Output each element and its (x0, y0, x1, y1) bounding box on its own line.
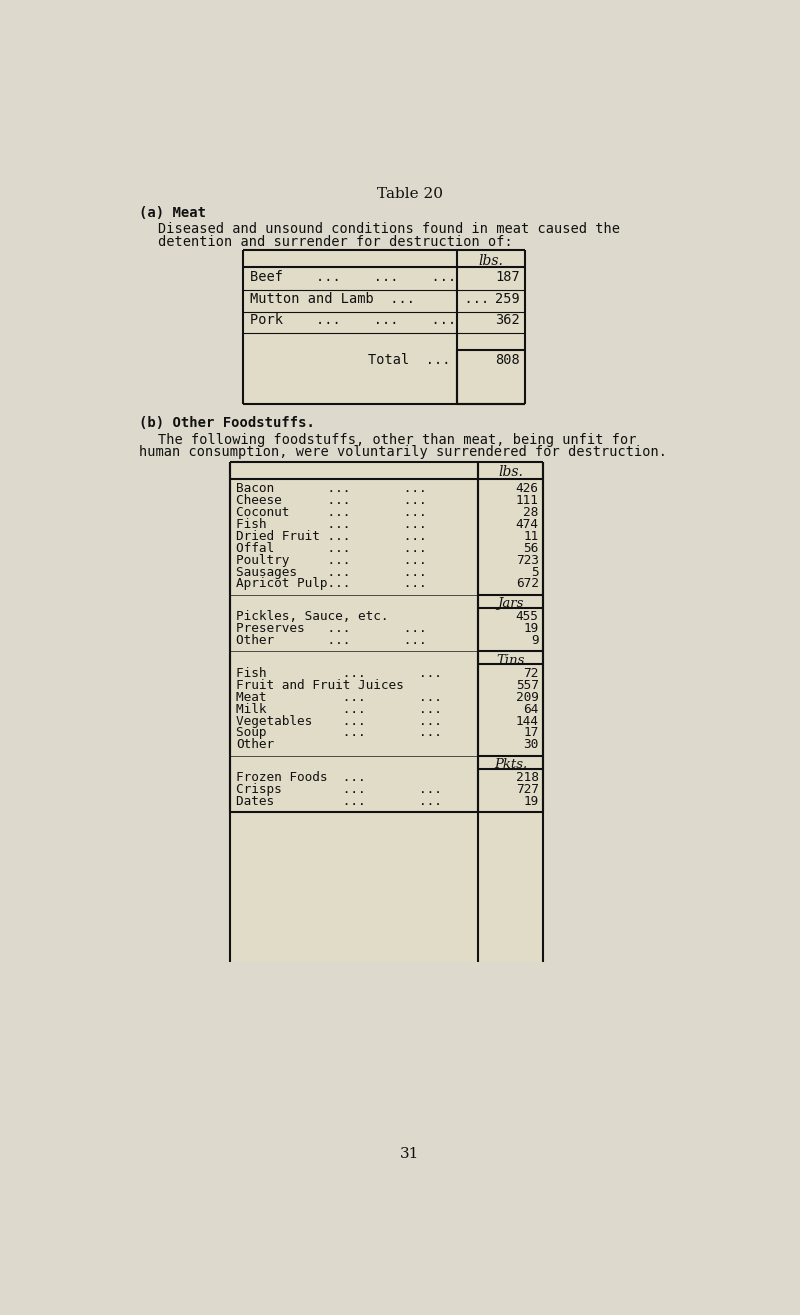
Text: Pkts.: Pkts. (494, 757, 527, 771)
Text: Diseased and unsound conditions found in meat caused the: Diseased and unsound conditions found in… (158, 222, 620, 237)
Text: Total  ...: Total ... (368, 354, 450, 367)
Text: Crisps        ...       ...: Crisps ... ... (237, 782, 442, 796)
Text: 808: 808 (495, 354, 520, 367)
Text: 9: 9 (531, 634, 538, 647)
Text: 426: 426 (516, 483, 538, 494)
Text: 64: 64 (523, 702, 538, 715)
Text: Mutton and Lamb  ...      ...: Mutton and Lamb ... ... (250, 292, 489, 306)
Text: (a) Meat: (a) Meat (138, 205, 206, 220)
Text: 723: 723 (516, 554, 538, 567)
Text: Frozen Foods  ...: Frozen Foods ... (237, 771, 366, 784)
Text: The following foodstuffs, other than meat, being unfit for: The following foodstuffs, other than mea… (158, 433, 637, 447)
Text: Vegetables    ...       ...: Vegetables ... ... (237, 714, 442, 727)
Text: Dates         ...       ...: Dates ... ... (237, 796, 442, 807)
Text: Pork    ...    ...    ...: Pork ... ... ... (250, 313, 456, 327)
Text: 28: 28 (523, 506, 538, 519)
Text: 144: 144 (516, 714, 538, 727)
Text: Bacon       ...       ...: Bacon ... ... (237, 483, 427, 494)
Text: 455: 455 (516, 610, 538, 623)
Text: 672: 672 (516, 577, 538, 590)
Text: (b) Other Foodstuffs.: (b) Other Foodstuffs. (138, 416, 314, 430)
Text: Dried Fruit ...       ...: Dried Fruit ... ... (237, 530, 427, 543)
Text: lbs.: lbs. (498, 466, 523, 479)
Bar (243, 250, 525, 404)
Text: Sausages    ...       ...: Sausages ... ... (237, 565, 427, 579)
Bar (230, 462, 543, 963)
Text: 56: 56 (523, 542, 538, 555)
Text: human consumption, were voluntarily surrendered for destruction.: human consumption, were voluntarily surr… (138, 444, 666, 459)
Text: 362: 362 (495, 313, 520, 327)
Bar (231, 463, 542, 811)
Text: 111: 111 (516, 494, 538, 506)
Text: Tins: Tins (497, 654, 525, 667)
Text: 259: 259 (495, 292, 520, 306)
Text: Beef    ...    ...    ...: Beef ... ... ... (250, 270, 456, 284)
Text: 17: 17 (523, 726, 538, 739)
Text: Jars: Jars (498, 597, 524, 610)
Text: Preserves   ...       ...: Preserves ... ... (237, 622, 427, 635)
Text: Soup          ...       ...: Soup ... ... (237, 726, 442, 739)
Text: Milk          ...       ...: Milk ... ... (237, 702, 442, 715)
Text: 11: 11 (523, 530, 538, 543)
Text: Other: Other (237, 739, 274, 751)
Text: 19: 19 (523, 796, 538, 807)
Text: Apricot Pulp...       ...: Apricot Pulp... ... (237, 577, 427, 590)
Text: 187: 187 (495, 270, 520, 284)
Text: Fish          ...       ...: Fish ... ... (237, 667, 442, 680)
Text: 209: 209 (516, 690, 538, 704)
Text: Meat          ...       ...: Meat ... ... (237, 690, 442, 704)
Text: Other       ...       ...: Other ... ... (237, 634, 427, 647)
Text: 19: 19 (523, 622, 538, 635)
Text: Table 20: Table 20 (377, 187, 443, 201)
Text: 474: 474 (516, 518, 538, 531)
Text: Coconut     ...       ...: Coconut ... ... (237, 506, 427, 519)
Text: detention and surrender for destruction of:: detention and surrender for destruction … (158, 235, 513, 249)
Text: Fish        ...       ...: Fish ... ... (237, 518, 427, 531)
Text: 31: 31 (400, 1147, 420, 1161)
Text: Fruit and Fruit Juices: Fruit and Fruit Juices (237, 679, 404, 692)
Text: 727: 727 (516, 782, 538, 796)
Text: lbs.: lbs. (478, 254, 503, 268)
Text: 72: 72 (523, 667, 538, 680)
Text: 218: 218 (516, 771, 538, 784)
Text: 557: 557 (516, 679, 538, 692)
Text: 30: 30 (523, 739, 538, 751)
Text: Offal       ...       ...: Offal ... ... (237, 542, 427, 555)
Text: 5: 5 (531, 565, 538, 579)
Text: Cheese      ...       ...: Cheese ... ... (237, 494, 427, 506)
Text: Pickles, Sauce, etc.: Pickles, Sauce, etc. (237, 610, 389, 623)
Text: Poultry     ...       ...: Poultry ... ... (237, 554, 427, 567)
